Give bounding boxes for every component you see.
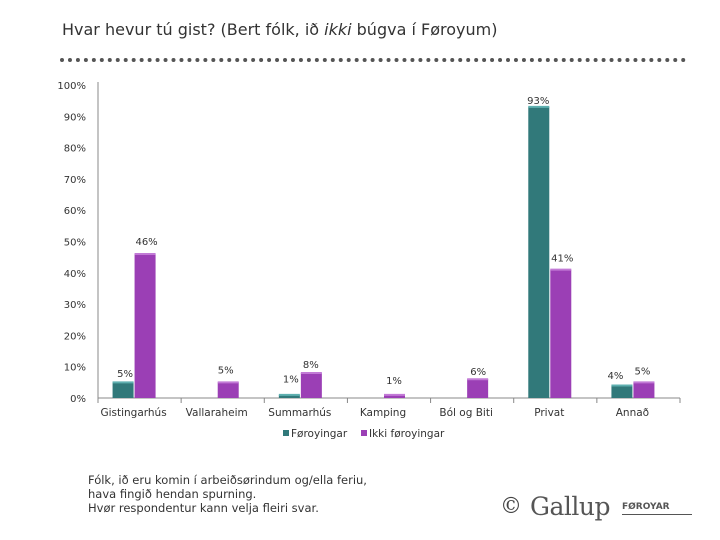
- y-tick-label: 50%: [64, 238, 86, 249]
- data-label: 46%: [135, 237, 157, 248]
- x-tick-label: Gistingarhús: [100, 407, 166, 419]
- y-tick-label: 30%: [64, 300, 86, 311]
- data-label: 4%: [607, 371, 623, 382]
- data-label: 5%: [218, 365, 234, 376]
- y-tick-label: 10%: [64, 363, 86, 374]
- x-tick-label: Vallaraheim: [186, 407, 248, 419]
- data-label: 1%: [283, 374, 299, 385]
- x-tick-label: Summarhús: [268, 407, 331, 419]
- title-part-1: Hvar hevur tú gist? (Bert fólk, ið: [62, 20, 325, 39]
- title-divider: [60, 58, 686, 62]
- data-label: 6%: [470, 367, 486, 378]
- footnote-line: Fólk, ið eru komin í arbeiðsørindum og/e…: [88, 473, 367, 487]
- bar-foroyingar: [112, 382, 134, 398]
- data-label: 5%: [634, 366, 650, 377]
- gallup-logo: © Gallup FØROYAR: [500, 492, 700, 524]
- footnote-line: Hvør respondentur kann velja fleiri svar…: [88, 501, 319, 515]
- bar-ikki-foroyingar: [550, 269, 572, 398]
- data-label: 8%: [303, 360, 319, 371]
- data-label: 1%: [386, 376, 402, 387]
- legend-swatch: [361, 430, 367, 436]
- legend-label: Ikki føroyingar: [369, 428, 445, 440]
- y-axis: 0% 10% 20% 30% 40% 50% 60% 70% 80% 90% 100%: [57, 81, 681, 405]
- data-label: 5%: [117, 369, 133, 380]
- data-label: 93%: [527, 96, 549, 107]
- bar-ikki-foroyingar: [467, 379, 489, 398]
- x-tick-label: Ból og Biti: [439, 407, 492, 419]
- legend-swatch: [283, 430, 289, 436]
- bar-ikki-foroyingar: [300, 372, 322, 398]
- x-tick-label: Privat: [534, 407, 564, 419]
- bar-ikki-foroyingar: [384, 394, 405, 398]
- data-label: 41%: [551, 254, 573, 265]
- bars: 5% 46% 5% 1% 8% 1% 6% 93% 41% 4% 5%: [112, 96, 655, 398]
- copyright-symbol: ©: [500, 494, 522, 519]
- bar-foroyingar: [278, 394, 300, 398]
- bar-foroyingar: [611, 385, 633, 398]
- y-tick-label: 60%: [64, 206, 86, 217]
- bar-foroyingar: [528, 106, 550, 398]
- legend: Føroyingar Ikki føroyingar: [283, 428, 445, 440]
- y-tick-label: 0%: [70, 394, 86, 405]
- x-tick-label: Kamping: [360, 407, 406, 419]
- title-italic-word: ikki: [324, 20, 352, 39]
- x-tick-label: Annað: [616, 407, 649, 419]
- footnote: Fólk, ið eru komin í arbeiðsørindum og/e…: [88, 473, 367, 515]
- title-part-2: búgva í Føroyum): [351, 20, 498, 39]
- y-tick-label: 80%: [64, 144, 86, 155]
- logo-underline: [622, 514, 692, 515]
- legend-label: Føroyingar: [291, 428, 348, 440]
- bar-ikki-foroyingar: [633, 382, 655, 398]
- logo-subtitle: FØROYAR: [622, 502, 670, 512]
- footnote-line: hava fingið hendan spurning.: [88, 487, 257, 501]
- bar-ikki-foroyingar: [217, 382, 239, 398]
- page-title: Hvar hevur tú gist? (Bert fólk, ið ikki …: [62, 20, 497, 39]
- logo-name: Gallup: [530, 492, 610, 521]
- y-tick-label: 70%: [64, 175, 86, 186]
- bar-ikki-foroyingar: [134, 254, 156, 398]
- y-tick-label: 90%: [64, 112, 86, 123]
- y-tick-label: 100%: [57, 81, 86, 92]
- y-tick-label: 40%: [64, 269, 86, 280]
- x-axis-labels: Gistingarhús Vallaraheim Summarhús Kamping B…: [100, 407, 649, 419]
- y-tick-label: 20%: [64, 331, 86, 342]
